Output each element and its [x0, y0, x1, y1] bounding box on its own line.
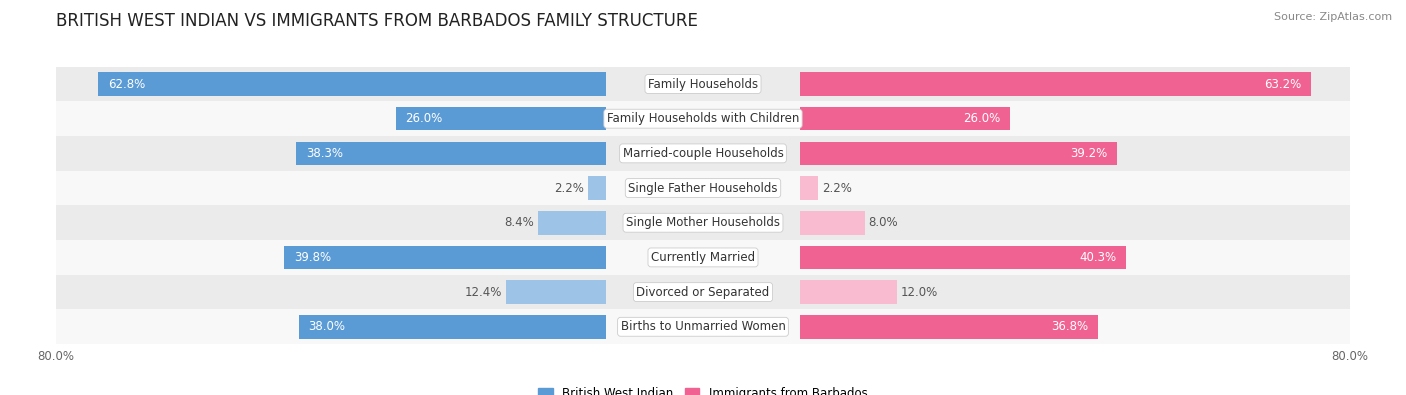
Bar	[800, 246, 1126, 269]
Text: 26.0%: 26.0%	[405, 112, 443, 125]
Text: 39.8%: 39.8%	[294, 251, 330, 264]
Text: 2.2%: 2.2%	[823, 182, 852, 195]
Text: 2.2%: 2.2%	[554, 182, 583, 195]
Bar	[56, 102, 1350, 136]
Bar	[538, 211, 606, 235]
Bar	[56, 205, 1350, 240]
Text: Single Mother Households: Single Mother Households	[626, 216, 780, 229]
Bar	[299, 315, 606, 339]
Bar	[800, 107, 1011, 130]
Text: 62.8%: 62.8%	[108, 77, 145, 90]
Bar	[56, 171, 1350, 205]
Text: 39.2%: 39.2%	[1070, 147, 1108, 160]
Bar	[56, 275, 1350, 309]
Text: 26.0%: 26.0%	[963, 112, 1001, 125]
Text: Family Households with Children: Family Households with Children	[607, 112, 799, 125]
Text: Married-couple Households: Married-couple Households	[623, 147, 783, 160]
Text: Currently Married: Currently Married	[651, 251, 755, 264]
Bar	[56, 136, 1350, 171]
Bar	[98, 72, 606, 96]
Text: 38.3%: 38.3%	[307, 147, 343, 160]
Bar	[800, 315, 1098, 339]
Bar	[800, 72, 1310, 96]
Bar	[297, 141, 606, 165]
Text: Single Father Households: Single Father Households	[628, 182, 778, 195]
Text: Births to Unmarried Women: Births to Unmarried Women	[620, 320, 786, 333]
Text: 8.0%: 8.0%	[869, 216, 898, 229]
Text: 12.0%: 12.0%	[901, 286, 938, 299]
Text: 8.4%: 8.4%	[505, 216, 534, 229]
Text: BRITISH WEST INDIAN VS IMMIGRANTS FROM BARBADOS FAMILY STRUCTURE: BRITISH WEST INDIAN VS IMMIGRANTS FROM B…	[56, 12, 699, 30]
Text: 38.0%: 38.0%	[308, 320, 346, 333]
Bar	[56, 309, 1350, 344]
Legend: British West Indian, Immigrants from Barbados: British West Indian, Immigrants from Bar…	[534, 382, 872, 395]
Bar	[588, 176, 606, 200]
Bar	[800, 176, 818, 200]
Bar	[506, 280, 606, 304]
Text: Family Households: Family Households	[648, 77, 758, 90]
Bar	[56, 67, 1350, 102]
Text: 40.3%: 40.3%	[1078, 251, 1116, 264]
Bar	[800, 141, 1116, 165]
Bar	[284, 246, 606, 269]
Text: 63.2%: 63.2%	[1264, 77, 1302, 90]
Bar	[396, 107, 606, 130]
Text: 12.4%: 12.4%	[464, 286, 502, 299]
Text: Source: ZipAtlas.com: Source: ZipAtlas.com	[1274, 12, 1392, 22]
Bar	[800, 280, 897, 304]
Bar	[800, 211, 865, 235]
Text: 36.8%: 36.8%	[1050, 320, 1088, 333]
Bar	[56, 240, 1350, 275]
Text: Divorced or Separated: Divorced or Separated	[637, 286, 769, 299]
